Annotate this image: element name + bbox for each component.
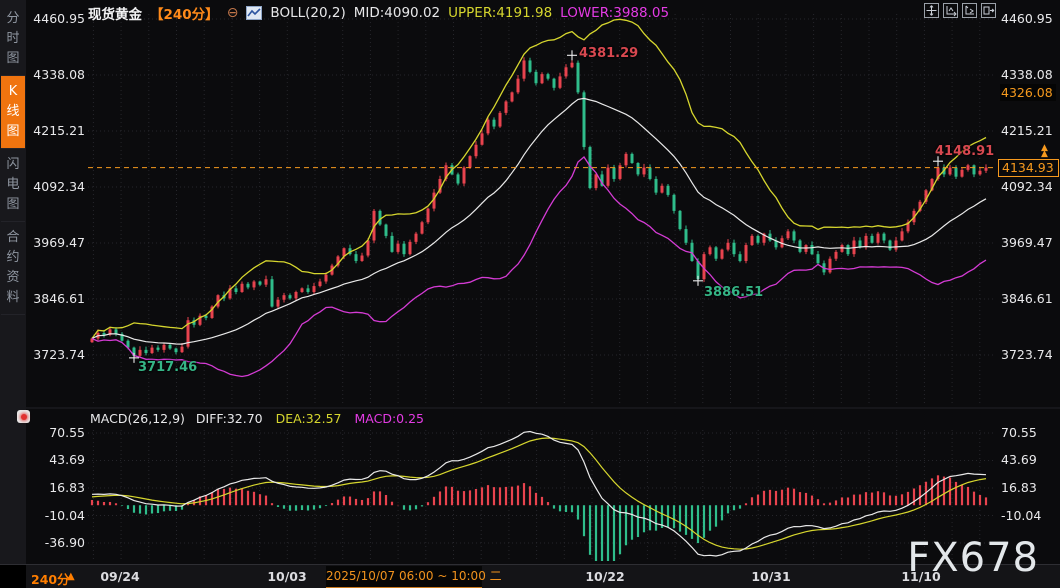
chart-type-icon[interactable] [246,6,263,20]
price-axis-label-left: 3846.61 [33,290,85,306]
selected-session-label[interactable]: 2025/10/07 06:00 ~ 10:00 二 [326,566,502,588]
price-axis-label-left: 4460.95 [33,11,85,26]
timeline-date-label: 10/22 [585,569,625,584]
fit-x-axis-icon[interactable] [943,3,958,18]
price-annotation: 4148.91 [935,144,995,160]
price-annotation: 3717.46 [138,359,198,375]
macd-axis-label-right: -10.04 [1001,507,1042,523]
move-crosshair-icon[interactable] [924,3,939,18]
timeline-date-label: 10/03 [267,569,307,584]
macd-dea-line [91,437,987,550]
timeline-period-arrow[interactable]: ▲ [67,571,75,582]
last-price-tag: 4134.93 [998,159,1059,177]
macd-diff-line [91,430,987,557]
macd-macd-label: MACD:0.25 [354,411,424,426]
timeline-period-label[interactable]: 240分 [31,572,70,587]
price-axis-label-left: 3723.74 [33,347,85,362]
timeline-date-label: 09/24 [100,569,140,584]
boll-indicator-label: BOLL(20,2) [270,5,346,21]
fit-y-axis-icon[interactable] [962,3,977,18]
price-annotation: 4381.29 [579,46,639,62]
macd-axis-label-right: 43.69 [1001,452,1037,468]
sidebar-tab-char: 闪 [6,157,20,172]
collapse-icon[interactable]: ⊖ [226,5,239,21]
sidebar-tab-char: 图 [6,124,20,139]
macd-dea-label: DEA:32.57 [275,411,342,426]
price-axis-label-right: 3846.61 [1001,290,1053,306]
sidebar-tab-1[interactable]: 分时图 [1,3,25,76]
sidebar-tab-char: 资 [6,270,20,285]
watermark-logo: FX678 [907,535,1039,581]
boll-upper-label: UPPER:4191.98 [448,5,553,21]
prev-close-price-tag: 4326.08 [1000,84,1056,101]
price-axis-label-right: 4215.21 [1001,123,1053,138]
jump-to-latest-icon[interactable]: ▲ ▲ [1041,143,1048,159]
sidebar-tab-3[interactable]: 闪电图 [1,149,25,222]
sidebar-tab-char: 图 [6,197,20,212]
timeline-bar: 240分 ▲ 09/24 10/03 10/22 10/31 11/10 2025/10… [0,564,1060,588]
sidebar-tab-char: 料 [6,290,20,305]
sidebar-tab-char: 线 [6,104,20,119]
macd-indicator-labels: MACD(26,12,9) DIFF:32.70 DEA:32.57 MACD:… [90,411,424,426]
sidebar-tab-char: 图 [6,51,20,66]
pan-right-icon[interactable] [981,3,996,18]
price-axis-label-left: 3969.47 [33,235,85,250]
macd-axis-label-left: -36.90 [44,535,85,550]
macd-axis-label-left: 43.69 [49,452,85,468]
period-label[interactable]: 【240分】 [150,7,219,23]
boll-mid-label: MID:4090.02 [353,5,441,21]
timeline-date-label: 11/10 [901,569,941,584]
price-axis-label-left: 4215.21 [33,123,85,138]
price-axis-label-right: 3723.74 [1001,347,1053,362]
sidebar-tab-char: 约 [6,250,20,265]
price-axis-label-right: 4338.08 [1001,67,1053,82]
symbol-title: 现货黄金 [88,7,142,23]
price-axis-label-left: 4092.34 [33,179,85,194]
chart-header: 现货黄金 【240分】 ⊖ BOLL(20,2) MID:4090.02 UPP… [88,3,669,23]
extreme-markers [129,50,943,363]
price-axis-label-right: 4092.34 [1001,179,1053,194]
boll-upper-line [91,18,987,339]
macd-axis-label-left: 16.83 [49,479,85,495]
price-axis-label-right: 4460.95 [1001,11,1053,26]
boll-lower-label: LOWER:3988.05 [560,5,670,21]
grid-lines [26,14,1060,560]
macd-axis-label-left: 70.55 [49,425,85,440]
sidebar-tab-char: 合 [6,230,20,245]
macd-axis-label-right: 70.55 [1001,425,1037,440]
candlestick-layer [90,55,988,358]
sidebar-tab-char: 时 [6,31,20,46]
sidebar-tab-4[interactable]: 合约资料 [1,222,25,315]
header-toolbar [924,3,996,18]
macd-params-label: MACD(26,12,9) [90,411,185,426]
price-axis-label-left: 4338.08 [33,67,85,82]
boll-lower-line [91,156,987,378]
macd-layer [90,430,988,561]
macd-diff-label: DIFF:32.70 [195,411,263,426]
macd-axis-label-left: -10.04 [44,507,85,523]
sidebar-tab-char: K [8,84,18,99]
sidebar-tab-char: 电 [6,177,20,192]
timeline-corner [0,565,26,588]
alert-icon[interactable] [17,410,30,423]
boll-mid-line [91,97,987,345]
timeline-date-label: 10/31 [751,569,791,584]
macd-axis-label-right: 16.83 [1001,479,1037,495]
sidebar-tab-char: 分 [6,11,20,26]
boll-bands-layer [91,18,987,378]
price-annotation: 3886.51 [704,284,764,300]
price-axis-label-right: 3969.47 [1001,235,1053,250]
